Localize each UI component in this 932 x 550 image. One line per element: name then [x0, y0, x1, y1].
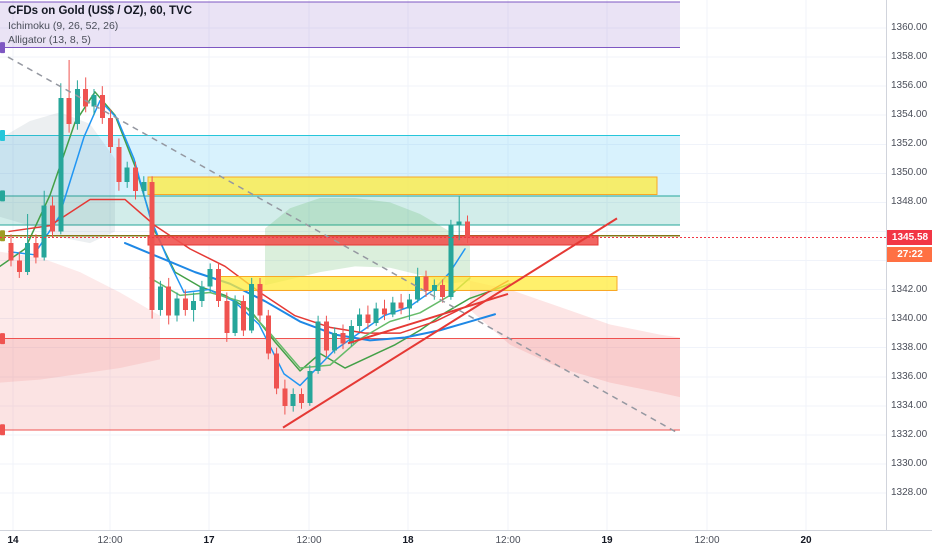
- level-tag: [0, 190, 5, 202]
- price-tick-label: 1336.00: [891, 370, 928, 382]
- kumo-red-left: [0, 251, 160, 383]
- zone-pink-demand: [0, 338, 680, 430]
- bar-countdown-badge: 27:22: [887, 246, 932, 262]
- ascending-red-trendline-main[interactable]: [282, 217, 618, 429]
- level-tag: [0, 230, 5, 242]
- left-level-tags: [0, 42, 5, 436]
- grid-lines: [0, 0, 886, 530]
- kijun-base-line: [8, 198, 509, 334]
- level-tag: [0, 333, 5, 345]
- chart-plot[interactable]: [0, 0, 886, 530]
- time-tick-label: 12:00: [296, 535, 322, 546]
- ascending-red-trendline-minor[interactable]: [347, 292, 509, 345]
- level-tag: [0, 130, 5, 142]
- price-tick-label: 1348.00: [891, 196, 928, 208]
- price-tick-label: 1334.00: [891, 399, 928, 411]
- candlestick-series: [8, 59, 470, 415]
- price-tick-label: 1352.00: [891, 138, 928, 150]
- price-tick-label: 1360.00: [891, 22, 928, 33]
- time-tick-label: 18: [402, 535, 414, 546]
- level-tag: [0, 42, 5, 54]
- time-tick-label: 14: [7, 535, 19, 546]
- price-axis[interactable]: 1345.58 27:22 1360.00 1358.00 1356.00 1354.…: [886, 0, 932, 530]
- zone-purple-resistance: [0, 1, 680, 48]
- price-tick-label: 1338.00: [891, 341, 928, 353]
- zone-mint: [0, 195, 680, 225]
- red-level-box[interactable]: [147, 235, 599, 246]
- price-tick-label: 1328.00: [891, 487, 928, 498]
- price-tick-label: 1350.00: [891, 167, 928, 179]
- price-tick-label: 1356.00: [891, 80, 928, 92]
- time-tick-label: 12:00: [495, 535, 521, 546]
- time-tick-label: 19: [601, 535, 613, 546]
- time-tick-label: 17: [203, 535, 215, 546]
- time-tick-label: 12:00: [694, 535, 720, 546]
- yellow-resistance-box[interactable]: [147, 176, 658, 195]
- chart-pane[interactable]: CFDs on Gold (US$ / OZ), 60, TVC Ichimok…: [0, 0, 886, 530]
- price-zones: [0, 1, 680, 431]
- level-tag: [0, 424, 5, 436]
- trendlines[interactable]: [7, 56, 677, 433]
- price-tick-label: 1354.00: [891, 109, 928, 121]
- price-tick-label: 1332.00: [891, 428, 928, 440]
- price-tick-label: 1342.00: [891, 283, 928, 295]
- kumo-red-right: [470, 280, 680, 398]
- price-tick-label: 1340.00: [891, 312, 928, 324]
- price-tick-label: 1330.00: [891, 457, 928, 469]
- alligator-lips: [149, 277, 471, 369]
- time-tick-label: 20: [800, 535, 812, 546]
- time-axis[interactable]: 14 12:00 17 12:00 18 12:00 19 12:00 20: [0, 530, 932, 550]
- price-tick-label: 1358.00: [891, 51, 928, 63]
- last-price-badge: 1345.58: [887, 229, 932, 245]
- descending-dashed-trendline[interactable]: [7, 56, 677, 433]
- time-tick-label: 12:00: [97, 535, 123, 546]
- kumo-gray-left: [0, 112, 115, 244]
